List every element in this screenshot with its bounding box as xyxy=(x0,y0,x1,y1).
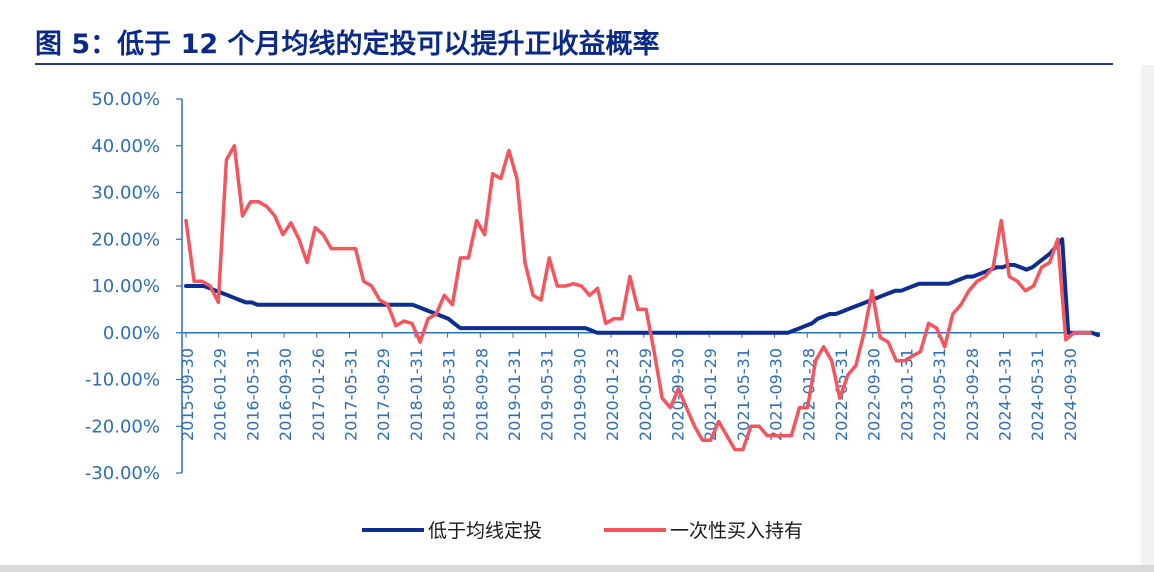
y-tick-label: 50.00% xyxy=(91,89,160,110)
x-tick-label: 2023-09-28 xyxy=(963,348,982,441)
x-tick-label: 2020-01-23 xyxy=(603,348,622,441)
y-tick-label: 20.00% xyxy=(91,229,160,250)
x-tick-label: 2016-09-30 xyxy=(276,348,295,441)
x-tick-label: 2018-09-28 xyxy=(472,348,491,441)
x-tick-label: 2022-09-30 xyxy=(865,348,884,441)
x-tick-label: 2019-09-30 xyxy=(570,348,589,441)
legend-label-1: 低于均线定投 xyxy=(428,520,542,542)
x-tick-label: 2018-01-31 xyxy=(407,348,426,441)
chart-title: 图 5：低于 12 个月均线的定投可以提升正收益概率 xyxy=(35,29,660,60)
x-tick-label: 2021-09-30 xyxy=(767,348,786,441)
x-tick-label: 2018-05-31 xyxy=(440,348,459,441)
y-tick-label: -30.00% xyxy=(85,463,160,484)
x-tick-label: 2015-09-30 xyxy=(178,348,197,441)
right-shade xyxy=(1141,65,1154,572)
x-tick-label: 2016-05-31 xyxy=(243,348,262,441)
series-line-2 xyxy=(184,144,1092,452)
x-tick-label: 2024-05-31 xyxy=(1028,348,1047,441)
x-tick-label: 2017-05-31 xyxy=(342,348,361,441)
x-tick-label: 2019-01-31 xyxy=(505,348,524,441)
bottom-shade xyxy=(0,565,1154,572)
y-tick-label: 30.00% xyxy=(91,183,160,204)
x-tick-label: 2016-01-29 xyxy=(211,348,230,441)
y-tick-label: 0.00% xyxy=(103,323,160,344)
x-tick-label: 2023-05-31 xyxy=(930,348,949,441)
x-tick-label: 2017-09-29 xyxy=(374,348,393,441)
x-tick-label: 2017-01-26 xyxy=(309,348,328,441)
x-tick-label: 2023-01-31 xyxy=(897,348,916,441)
y-tick-label: -10.00% xyxy=(85,370,160,391)
title-rule xyxy=(35,63,1113,65)
x-tick-label: 2024-01-31 xyxy=(996,348,1015,441)
y-tick-label: -20.00% xyxy=(85,416,160,437)
x-tick-label: 2021-01-29 xyxy=(701,348,720,441)
x-tick-label: 2024-09-30 xyxy=(1061,348,1080,441)
x-tick-label: 2020-09-30 xyxy=(669,348,688,441)
series-line-1 xyxy=(184,237,1100,338)
x-tick-label: 2020-05-29 xyxy=(636,348,655,441)
y-tick-label: 10.00% xyxy=(91,276,160,297)
y-tick-label: 40.00% xyxy=(91,136,160,157)
x-tick-label: 2021-05-31 xyxy=(734,348,753,441)
x-tick-label: 2019-05-31 xyxy=(538,348,557,441)
legend-label-2: 一次性买入持有 xyxy=(670,520,803,542)
